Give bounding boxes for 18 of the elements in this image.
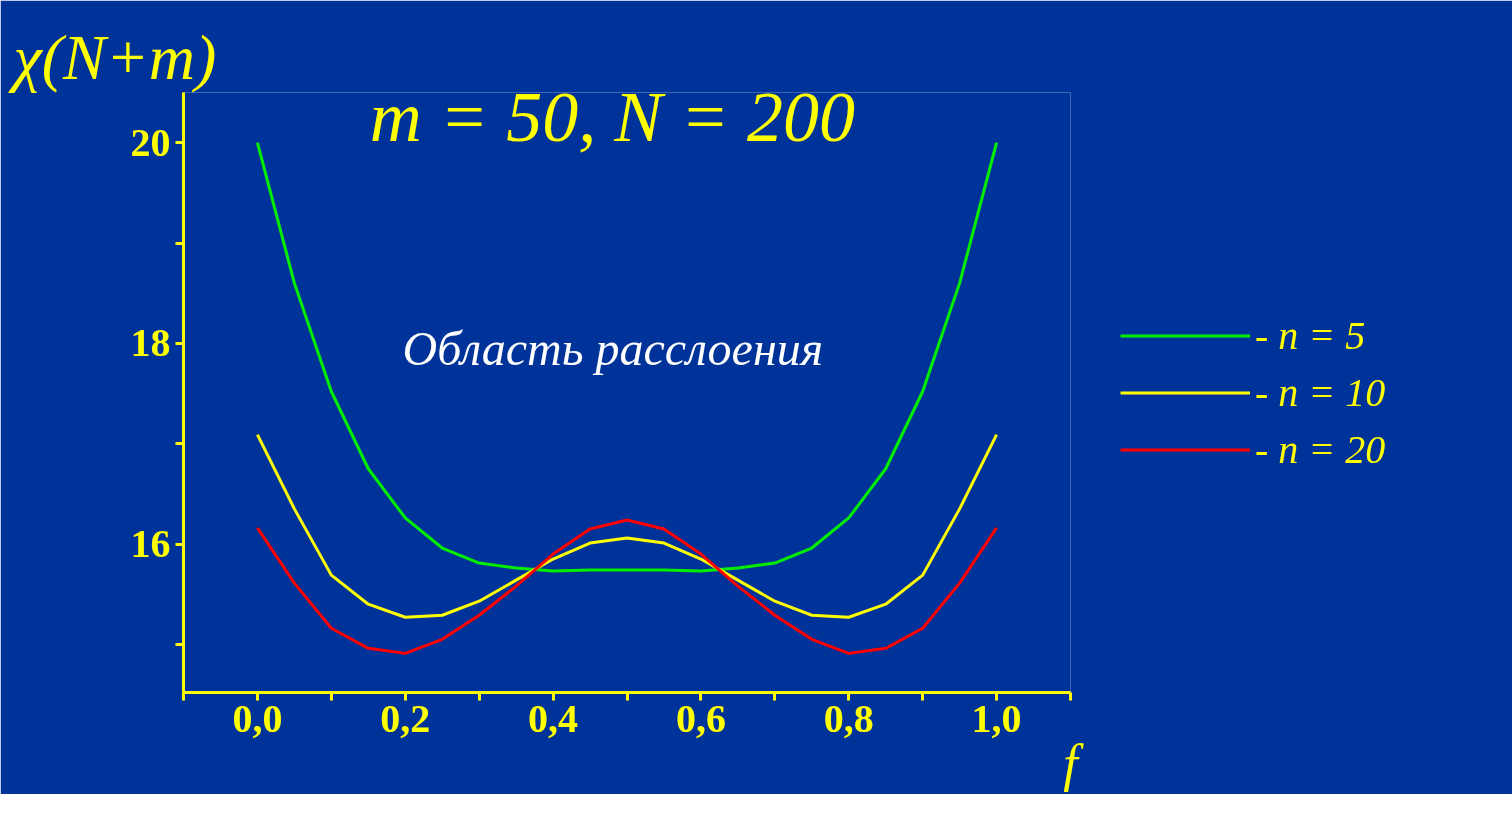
y-tick-label: 20 [130,119,171,165]
line-series [255,433,999,619]
x-tick-label: 0,2 [380,695,431,741]
annotation: Область расслоения [402,321,824,375]
x-tick-label: 0,8 [823,695,874,741]
y-tick-label: 16 [130,521,171,567]
y-tick-label: 18 [130,320,171,366]
legend-label: - n = 20 [1255,425,1386,473]
x-axis-title: f [1063,734,1085,792]
y-axis-title: χ(N+m) [7,21,217,93]
legend-label: - n = 5 [1255,311,1366,359]
x-tick-label: 0,4 [528,695,579,741]
legend-label: - n = 10 [1255,368,1386,416]
chart-title: m = 50, N = 200 [369,76,855,157]
x-tick-label: 0,6 [675,695,726,741]
x-tick-label: 1,0 [971,695,1022,741]
line-series [255,518,999,655]
x-tick-label: 0,0 [232,695,283,741]
